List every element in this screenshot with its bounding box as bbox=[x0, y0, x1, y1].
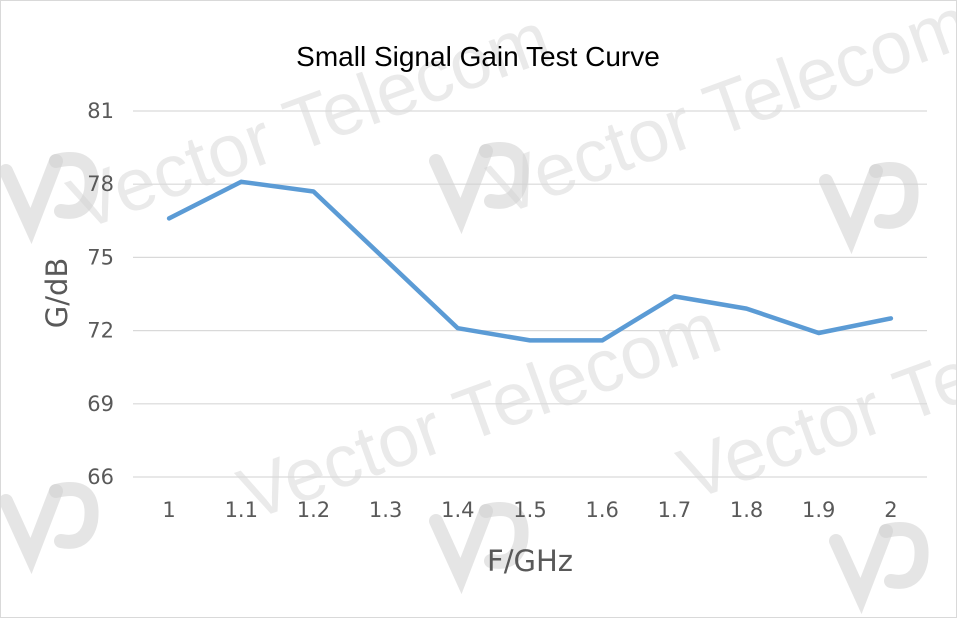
y-tick-label: 81 bbox=[87, 99, 114, 123]
x-tick-label: 1.8 bbox=[730, 498, 763, 522]
x-tick-label: 1.7 bbox=[658, 498, 691, 522]
watermark-text: Vector Telecom bbox=[58, 1, 561, 246]
x-axis-label: F/GHz bbox=[487, 544, 573, 578]
watermark-logo-icon bbox=[826, 169, 912, 236]
x-tick-label: 1.2 bbox=[297, 498, 330, 522]
watermark-logo-icon bbox=[836, 529, 922, 596]
x-tick-label: 1 bbox=[162, 498, 175, 522]
x-tick-label: 1.6 bbox=[585, 498, 618, 522]
chart-title: Small Signal Gain Test Curve bbox=[296, 41, 660, 72]
x-tick-label: 1.3 bbox=[369, 498, 402, 522]
y-tick-label: 66 bbox=[87, 465, 114, 489]
y-axis-label: G/dB bbox=[40, 258, 74, 329]
watermark-text: Vector Telecom bbox=[478, 1, 957, 231]
y-tick-label: 72 bbox=[87, 319, 114, 343]
x-tick-label: 1.5 bbox=[513, 498, 546, 522]
y-tick-label: 78 bbox=[87, 172, 114, 196]
x-tick-label: 1.1 bbox=[225, 498, 258, 522]
x-tick-label: 1.9 bbox=[802, 498, 835, 522]
x-tick-label: 2 bbox=[884, 498, 897, 522]
watermark-logo-icon bbox=[6, 489, 92, 556]
x-tick-label: 1.4 bbox=[441, 498, 474, 522]
y-tick-label: 69 bbox=[87, 392, 114, 416]
y-tick-label: 75 bbox=[87, 245, 114, 269]
